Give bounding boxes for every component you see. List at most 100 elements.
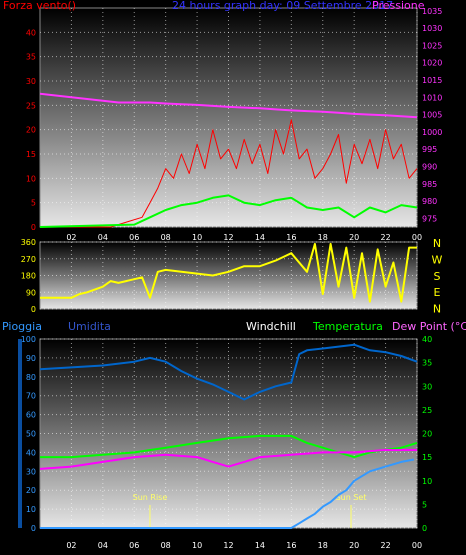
y2-tick-label: 30: [422, 382, 432, 391]
pressure-axis: 975 980 985 990 995 1000 1005 1010 1015 1020 1025 1…: [422, 7, 442, 224]
x-tick-label: 22: [380, 541, 390, 550]
y-tick-label: 40: [26, 28, 36, 37]
y-tick-label: 10: [26, 174, 36, 183]
y2-tick-label: 5: [422, 500, 427, 509]
y2-tick-label: 1035: [422, 7, 442, 16]
humidity-temperature-grid: [40, 338, 418, 529]
y-tick-label: 90: [26, 354, 36, 363]
x-tick-label: 18: [318, 233, 328, 242]
y-tick-label: 0: [31, 223, 36, 232]
x-tick-label: 22: [380, 233, 390, 242]
humidity-axis: 0 10 20 30 40 50 60 70 80 90 100: [21, 335, 36, 533]
y-tick-label: 25: [26, 101, 36, 110]
wind-force-axis: 0 5 10 15 20 25 30 35 40: [26, 28, 36, 232]
y-tick-label: 60: [26, 411, 36, 420]
humidity-temperature-series: [39, 343, 418, 529]
x-tick-label: 06: [129, 233, 139, 242]
wind-direction-series: [40, 242, 417, 303]
pressure-axis-label: Pressione: [372, 0, 425, 12]
y-tick-label: 5: [31, 199, 36, 208]
temperature-axis: 0 5 10 15 20 25 30 35 40: [422, 335, 432, 533]
series-line-gust: [40, 119, 418, 228]
humidity-temperature-x-axis: 02 04 06 08 10 12 14 16 18 20 22 00: [66, 541, 422, 550]
legend-umidita: Umidita: [68, 320, 111, 333]
compass-label: N: [433, 303, 441, 316]
y-tick-label: 15: [26, 150, 36, 159]
series-line-media: [39, 194, 418, 228]
y2-tick-label: 20: [422, 430, 432, 439]
y2-tick-label: 35: [422, 359, 432, 368]
x-tick-label: 04: [98, 233, 108, 242]
wind-direction-axis: 0 90 180 270 360: [21, 238, 36, 314]
x-tick-label: 10: [192, 541, 202, 550]
y-tick-label: 20: [26, 126, 36, 135]
x-tick-label: 08: [161, 233, 171, 242]
y-tick-label: 100: [21, 335, 36, 344]
y-tick-label: 50: [26, 430, 36, 439]
y2-tick-label: 40: [422, 335, 432, 344]
y2-tick-label: 1005: [422, 111, 442, 120]
series-line-direzione: [40, 242, 417, 303]
y-tick-label: 270: [21, 255, 36, 264]
series-line-umidita: [39, 343, 418, 401]
chart-title: 24 hours graph day: 09 Settembre 2017: [172, 0, 393, 12]
y-tick-label: 70: [26, 392, 36, 401]
x-tick-label: 12: [223, 233, 233, 242]
y2-tick-label: 10: [422, 477, 432, 486]
x-tick-label: 06: [129, 541, 139, 550]
y2-tick-label: 980: [422, 197, 437, 206]
x-tick-label: 20: [349, 541, 359, 550]
compass-label: S: [434, 270, 441, 283]
series-line-pioggia: [40, 458, 415, 529]
y2-tick-label: 1030: [422, 24, 442, 33]
x-tick-label: 16: [286, 233, 296, 242]
wind-direction-grid: [40, 241, 418, 310]
x-tick-label: 02: [66, 541, 76, 550]
sun-marker-label: Sun Rise: [133, 493, 168, 502]
x-tick-label: 04: [98, 541, 108, 550]
x-tick-label: 00: [412, 541, 422, 550]
y2-tick-label: 1010: [422, 93, 442, 102]
y-tick-label: 90: [26, 288, 36, 297]
y2-tick-label: 975: [422, 214, 437, 223]
sun-marker-label: Sun Set: [336, 493, 367, 502]
y2-tick-label: 995: [422, 145, 437, 154]
y-tick-label: 0: [31, 305, 36, 314]
legend-dew-point: Dew Point (°C): [392, 320, 466, 333]
y2-tick-label: 1020: [422, 59, 442, 68]
y2-tick-label: 15: [422, 453, 432, 462]
sun-annotations: Sun Rise Sun Set: [133, 493, 367, 528]
compass-label: E: [434, 286, 441, 299]
y2-tick-label: 1000: [422, 128, 442, 137]
y-tick-label: 360: [21, 238, 36, 247]
wind-pressure-grid: [40, 8, 418, 228]
compass-label: W: [432, 253, 443, 266]
y-tick-label: 10: [26, 505, 36, 514]
legend-windchill: Windchill: [246, 320, 296, 333]
y2-tick-label: 25: [422, 406, 432, 415]
y-tick-label: 20: [26, 486, 36, 495]
series-line-dew-point: [39, 449, 417, 470]
x-tick-label: 20: [349, 233, 359, 242]
legend-pioggia: Pioggia: [2, 320, 42, 333]
x-tick-label: 10: [192, 233, 202, 242]
y-tick-label: 35: [26, 53, 36, 62]
y-tick-label: 30: [26, 77, 36, 86]
y-tick-label: 180: [21, 272, 36, 281]
x-tick-label: 14: [255, 233, 265, 242]
y-tick-label: 80: [26, 373, 36, 382]
y2-tick-label: 0: [422, 524, 427, 533]
y2-tick-label: 990: [422, 162, 437, 171]
x-tick-label: 14: [255, 541, 265, 550]
wind-pressure-series: [39, 92, 418, 228]
legend-temperatura: Temperatura: [312, 320, 383, 333]
x-tick-label: 02: [66, 233, 76, 242]
y-tick-label: 0: [31, 524, 36, 533]
x-tick-label: 18: [318, 541, 328, 550]
series-line-pressione: [39, 92, 418, 119]
